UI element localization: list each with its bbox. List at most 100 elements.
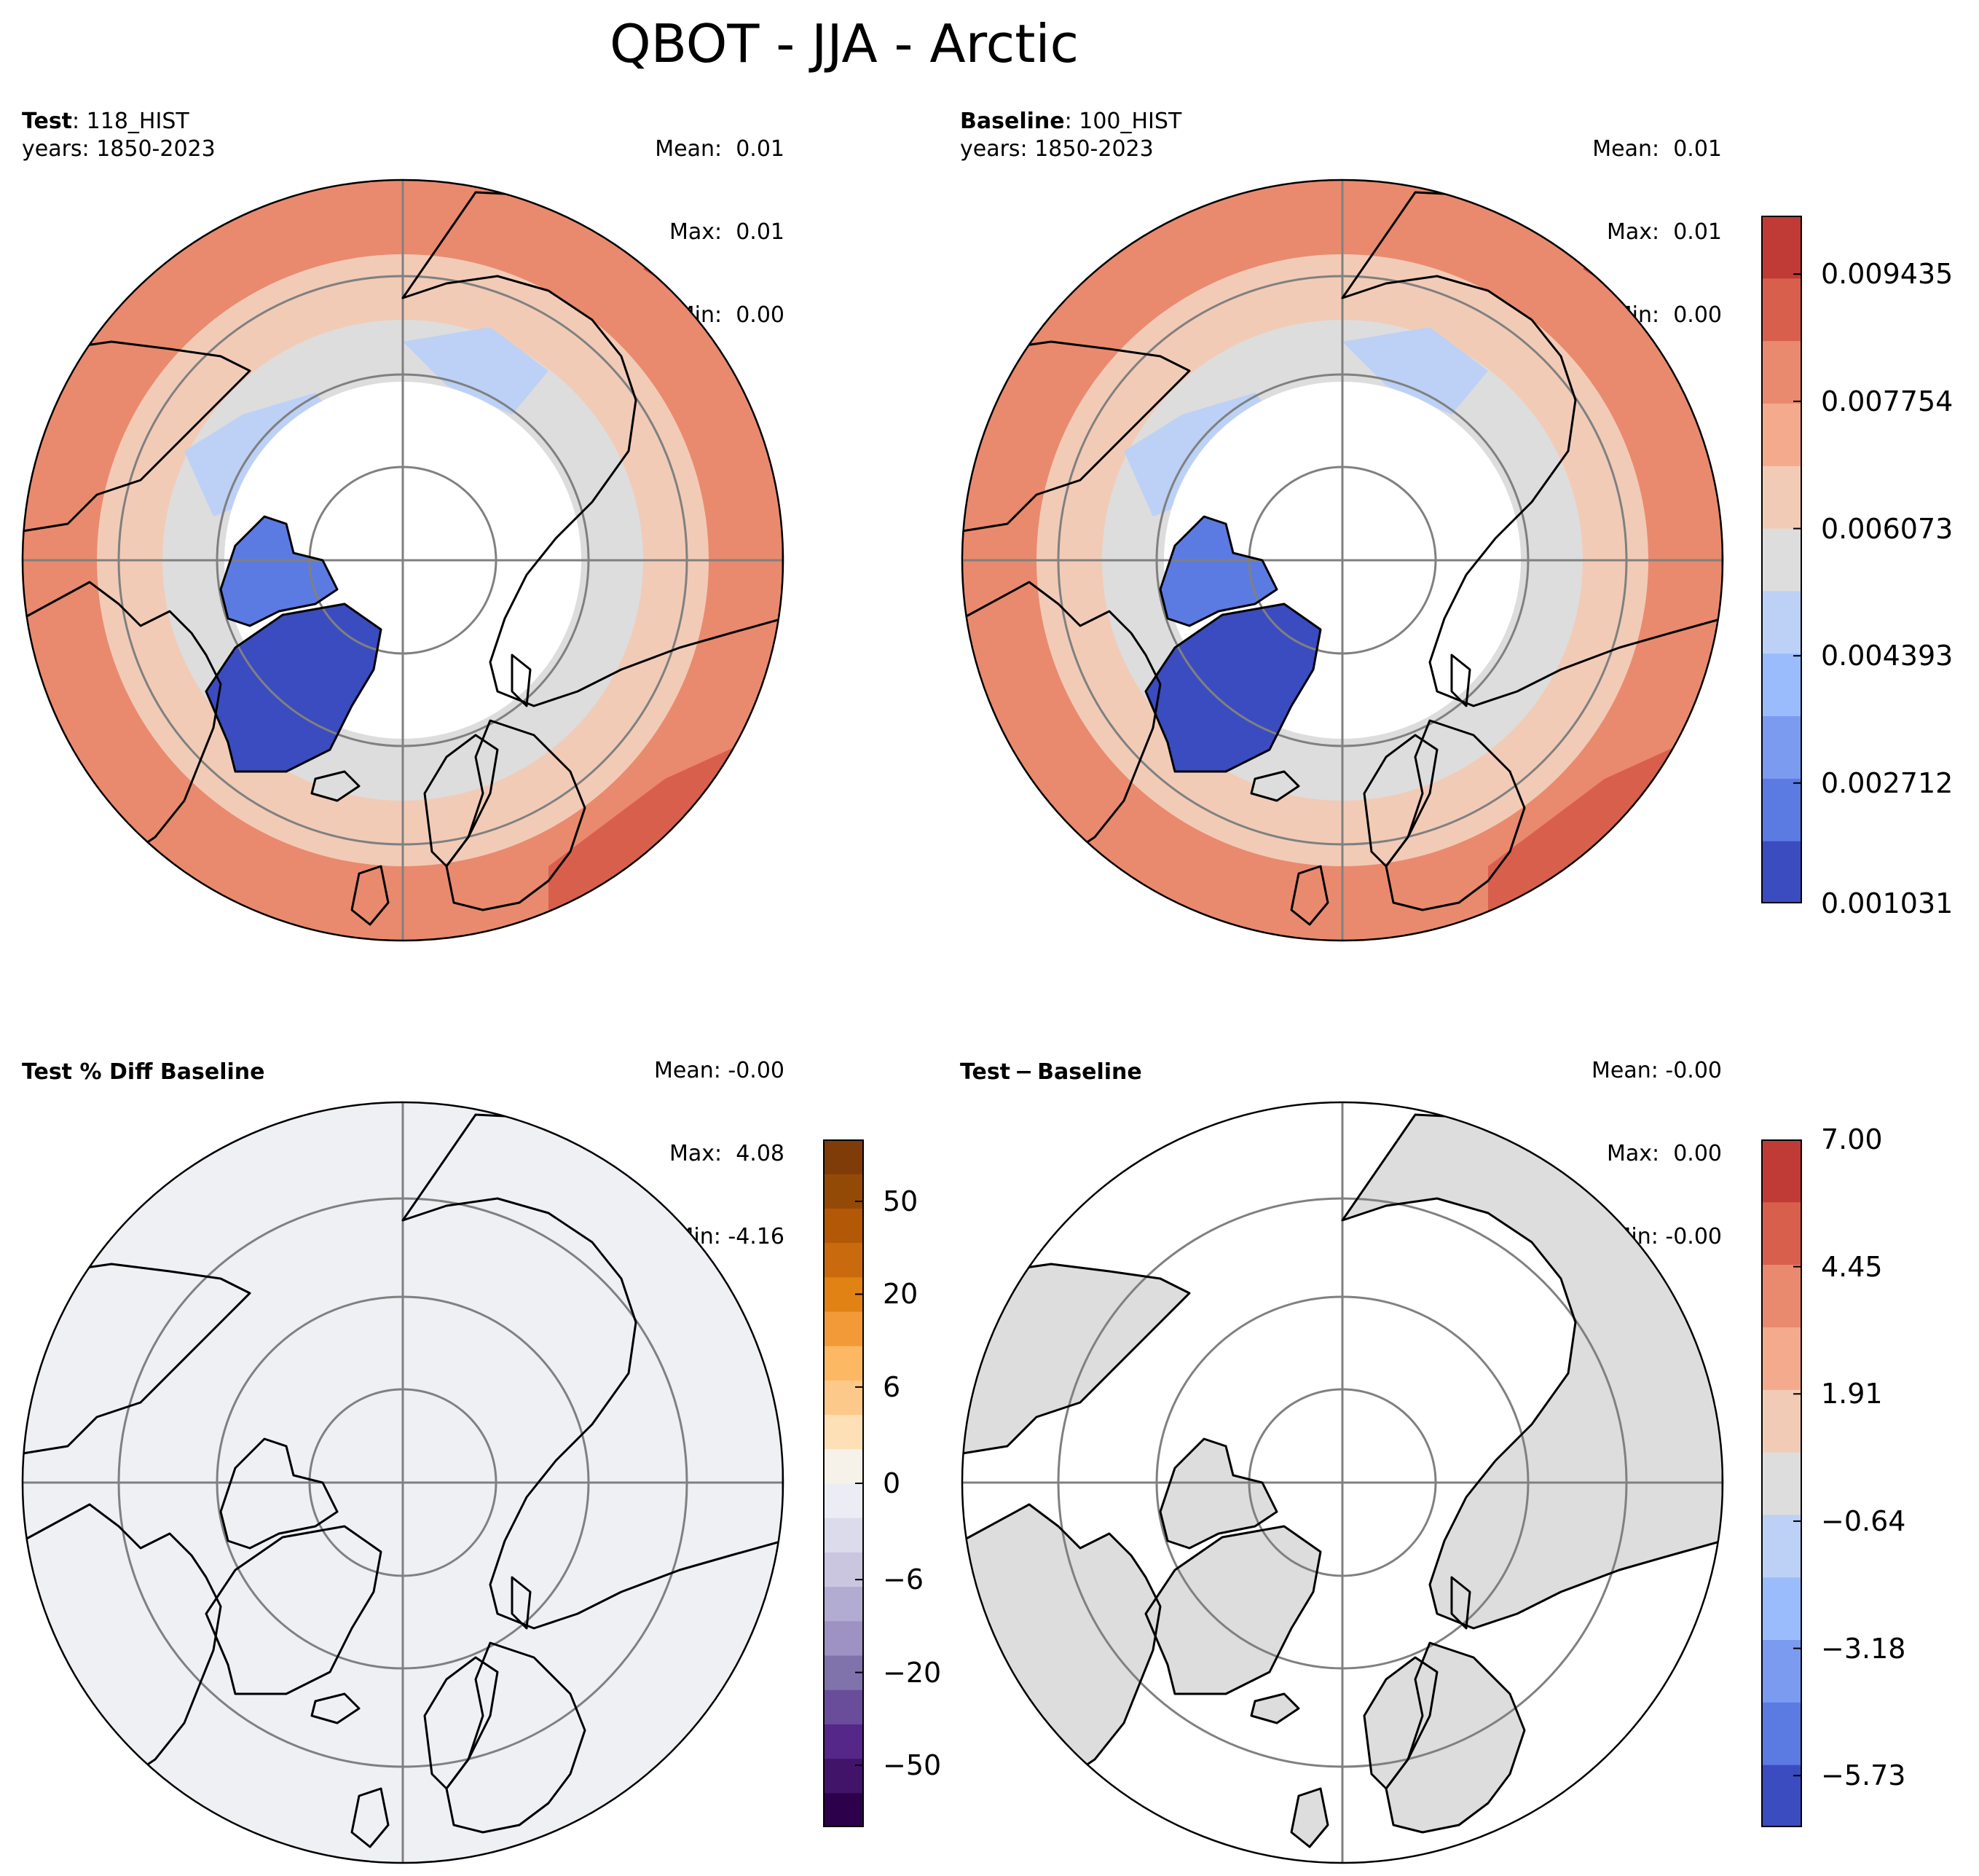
coastline-iceland (310, 770, 361, 802)
colorbar-swatch (1761, 1452, 1802, 1515)
diff-label-bold: Test (960, 1059, 1011, 1085)
land-field-uk (1291, 1789, 1328, 1847)
colorbar-swatch (823, 1448, 864, 1484)
test-max: Max: 0.01 (669, 219, 784, 245)
test-map (21, 178, 784, 942)
colorbar-tick-label: 0.007754 (1821, 385, 1954, 417)
colorbar-swatch (823, 1586, 864, 1622)
greenland-core (206, 604, 381, 772)
colorbar-swatch (823, 1414, 864, 1450)
colorbar-tick-label: 0.006073 (1821, 512, 1954, 545)
pctdiff-max: Max: 4.08 (669, 1141, 784, 1166)
land-field-greenland (1146, 1526, 1321, 1694)
pctdiff-map (21, 1101, 784, 1864)
colorbar-swatch (1761, 1639, 1802, 1703)
colorbar-tick-label: −5.73 (1821, 1759, 1906, 1792)
pctdiff-panel-label: Test % Diff Baseline (22, 1059, 265, 1086)
colorbar-tick-label: 7.00 (1821, 1123, 1883, 1155)
colorbar-tick-label: 4.45 (1821, 1250, 1883, 1283)
diff-map (961, 1101, 1724, 1864)
test-years: years: 1850-2023 (22, 136, 216, 162)
colorbar-tick-label: 0 (883, 1467, 901, 1499)
coastline-europe (445, 1641, 586, 1834)
colorbar-tick-label: 6 (883, 1370, 901, 1403)
colorbar-swatch (823, 1139, 864, 1174)
coastline-europe (1385, 719, 1526, 911)
coastline-novaya (511, 654, 532, 707)
land-field-scandinavia (1364, 1657, 1437, 1789)
coastline-canadaArch (1159, 1437, 1278, 1550)
land-field-siberia (1342, 1115, 1723, 1628)
colorbar-tick-label: 0.009435 (1821, 258, 1954, 291)
coastline-uk (1290, 1787, 1329, 1848)
coastline-uk (350, 1787, 390, 1848)
diff-label-minus: − (1010, 1059, 1038, 1085)
colorbar-tick-label: −20 (883, 1656, 942, 1689)
baseline-mean: Mean: 0.01 (1592, 136, 1722, 162)
diff-max: Max: 0.00 (1607, 1141, 1722, 1166)
test-label-rest: : 118_HIST (72, 109, 189, 134)
colorbar-swatch (1761, 1201, 1802, 1265)
map-boundary (21, 1101, 784, 1864)
coastline-europe (1385, 1641, 1526, 1834)
baseline-panel-label: Baseline: 100_HIST years: 1850-2023 (960, 108, 1181, 163)
diff-colorbar (1761, 1139, 1802, 1827)
coastline-canadaArch (219, 1437, 339, 1550)
pctdiff-mean: Mean: -0.00 (653, 1058, 784, 1083)
colorbar-swatch (1761, 340, 1802, 404)
coastline-scandinavia (423, 734, 499, 868)
colorbar-swatch (823, 1758, 864, 1794)
test-label-bold: Test (22, 109, 73, 134)
map-area (23, 1102, 783, 1863)
coastline-canadaArch (1159, 515, 1278, 627)
colorbar-swatch (1761, 466, 1802, 529)
colorbar-tick-label: 1.91 (1821, 1378, 1883, 1410)
coastline-greenland (205, 1525, 382, 1695)
colorbar-swatch (1761, 778, 1802, 841)
test-panel-label: Test: 118_HIST years: 1850-2023 (22, 108, 216, 163)
test-mean: Mean: 0.01 (655, 136, 784, 162)
main-colorbar (1761, 216, 1802, 903)
coastline-novaya (1450, 654, 1471, 707)
map-area (962, 180, 1723, 941)
colorbar-swatch (823, 1689, 864, 1724)
baseline-label-rest: : 100_HIST (1064, 109, 1182, 134)
colorbar-swatch (1761, 715, 1802, 779)
colorbar-swatch (823, 1620, 864, 1656)
coastline-canadaArch (219, 515, 339, 627)
baseline-years: years: 1850-2023 (960, 136, 1154, 162)
colorbar-swatch (1761, 1389, 1802, 1453)
colorbar-tick-label: −0.64 (1821, 1504, 1906, 1537)
coastline-greenland (1144, 603, 1322, 773)
coastline-iceland (1250, 1692, 1300, 1724)
coastline-novaya (1450, 1576, 1471, 1630)
colorbar-swatch (823, 1380, 864, 1416)
coastline-scandinavia (423, 1656, 499, 1790)
pctdiff-colorbar (823, 1139, 864, 1827)
colorbar-swatch (1761, 653, 1802, 717)
coastline-iceland (310, 1692, 361, 1724)
coastline-scandinavia (1363, 1656, 1439, 1790)
main-colorbar-ticks: 0.009435 0.007754 0.006073 0.004393 0.002712… (1821, 216, 1974, 919)
map-area (23, 180, 783, 941)
coastline-uk (350, 865, 390, 926)
colorbar-tick-label: 50 (883, 1185, 918, 1217)
colorbar-swatch (1761, 590, 1802, 654)
colorbar-tick-label: 0.004393 (1821, 640, 1954, 672)
colorbar-swatch (1761, 1264, 1802, 1327)
coastline-uk (1290, 865, 1329, 926)
colorbar-swatch (823, 1311, 864, 1346)
coastline-scandinavia (1363, 734, 1439, 868)
baseline-map (961, 178, 1724, 942)
colorbar-frame (1761, 216, 1802, 903)
baseline-max: Max: 0.01 (1607, 219, 1722, 245)
pctdiff-stats: Mean: -0.00 Max: 4.08 Min: -4.16 (654, 1002, 784, 1279)
colorbar-swatch (823, 1518, 864, 1553)
map-boundary (961, 1101, 1724, 1864)
colorbar-swatch (1761, 216, 1802, 279)
colorbar-tick-label: −50 (883, 1749, 942, 1782)
colorbar-swatch (1761, 1765, 1802, 1827)
colorbar-swatch (823, 1242, 864, 1278)
colorbar-swatch (1761, 278, 1802, 342)
colorbar-swatch (1761, 528, 1802, 592)
